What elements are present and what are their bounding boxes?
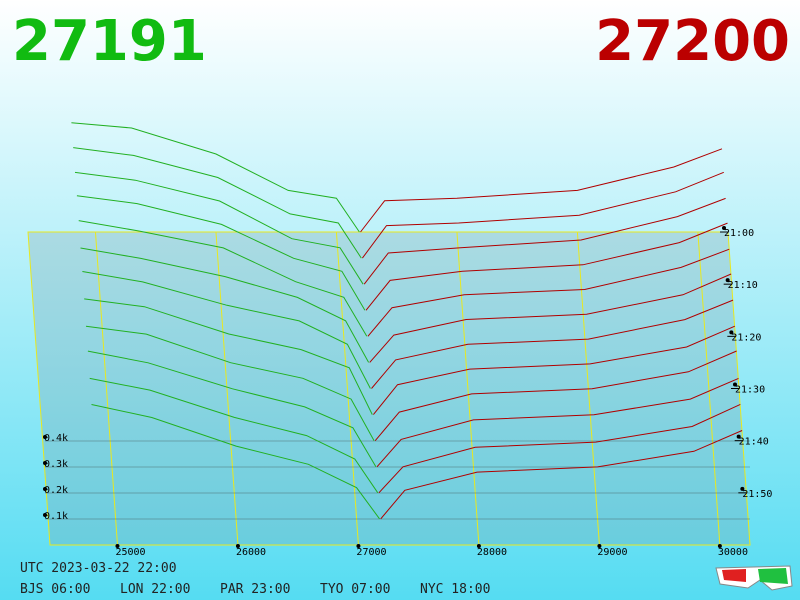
zone-time: BJS 06:00 (20, 582, 90, 597)
ask-curve (378, 403, 741, 494)
bid-curve (82, 271, 371, 389)
z-tick-label: 21:50 (742, 489, 772, 500)
z-tick-dot (729, 330, 734, 335)
zone-time: NYC 18:00 (420, 582, 490, 597)
best-bid: 27191 (12, 9, 207, 74)
x-tick-label: 29000 (597, 547, 627, 558)
bid-curve (91, 404, 381, 520)
bid-curve (84, 298, 373, 415)
y-tick-dot (43, 487, 47, 491)
z-tick-label: 21:20 (731, 332, 761, 343)
x-tick-dot (717, 544, 722, 548)
y-tick-label: 0.1k (44, 511, 68, 522)
y-tick-dot (43, 461, 47, 465)
bid-curve (85, 325, 375, 441)
zone-time: TYO 07:00 (320, 582, 390, 597)
plot-area: 25000 26000 27000 28000 29000 30000 0.1k 0.2k 0.… (27, 122, 772, 558)
ask-curve (373, 325, 735, 415)
x-tick-label: 30000 (718, 547, 748, 558)
x-tick-label: 25000 (115, 547, 145, 558)
ask-curve (365, 222, 728, 311)
bid-curve (87, 350, 377, 468)
bid-curve (78, 220, 368, 337)
y-tick-dot (43, 513, 47, 517)
x-tick-label: 28000 (477, 547, 507, 558)
bid-curve (74, 171, 364, 285)
y-tick-label: 0.3k (44, 459, 68, 470)
zone-time: LON 22:00 (120, 582, 190, 597)
y-tick-label: 0.4k (44, 433, 68, 444)
x-tick-label: 27000 (356, 547, 386, 558)
y-tick-label: 0.2k (44, 485, 68, 496)
ask-curve (371, 299, 734, 389)
utc-time: UTC 2023-03-22 22:00 (20, 561, 177, 576)
x-tick-dot (356, 544, 361, 548)
ask-curve (376, 377, 739, 468)
ask-curve (369, 273, 732, 363)
bid-curve (80, 247, 370, 363)
time-zones: BJS 06:00 LON 22:00 PAR 23:00 TYO 07:00 NYC … (20, 582, 490, 597)
z-tick-dot (725, 278, 730, 283)
ask-curve (363, 197, 726, 285)
floor (27, 231, 751, 546)
ask-curve (380, 430, 743, 520)
3d-glasses-icon (715, 565, 793, 591)
z-tick-label: 21:00 (724, 228, 754, 239)
bid-curve (73, 147, 362, 259)
x-tick-dot (235, 544, 240, 548)
z-tick-label: 21:10 (728, 280, 758, 291)
z-tick-dot (722, 226, 726, 230)
z-tick-dot (740, 486, 745, 491)
ask-curve (374, 350, 737, 442)
zone-time: PAR 23:00 (220, 582, 290, 597)
ask-curve (361, 171, 724, 259)
x-tick-dot (476, 544, 481, 548)
x-tick-dot (597, 544, 602, 548)
bid-curve (89, 377, 379, 494)
best-ask: 27200 (595, 9, 790, 74)
ask-curve (360, 148, 723, 233)
z-tick-dot (733, 382, 737, 387)
z-tick-dot (736, 434, 741, 439)
z-tick-label: 21:40 (739, 437, 769, 448)
x-tick-label: 26000 (236, 547, 266, 558)
z-tick-label: 21:30 (735, 385, 765, 396)
x-tick-dot (115, 544, 120, 548)
bid-curve (76, 195, 366, 311)
bid-curve (71, 122, 360, 233)
y-tick-dot (43, 435, 47, 439)
ask-curve (367, 248, 730, 337)
